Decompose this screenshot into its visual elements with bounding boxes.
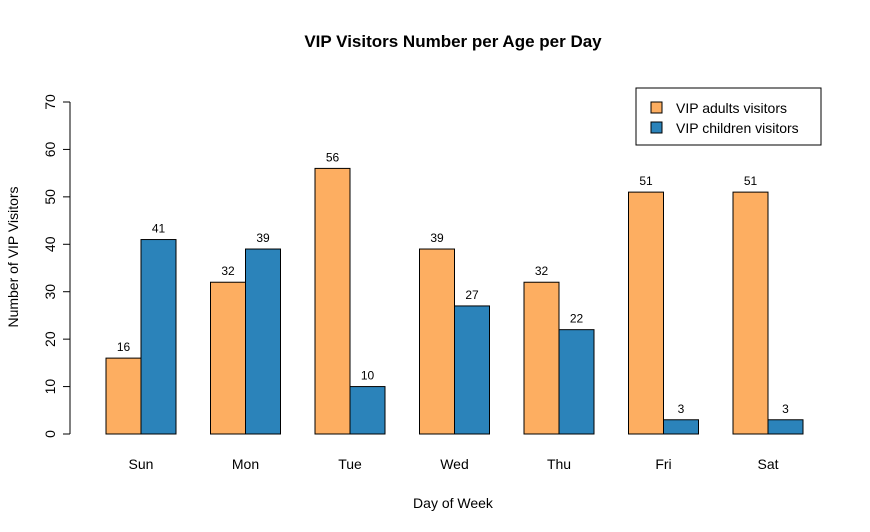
bars	[105, 167, 804, 435]
data-label: 3	[782, 402, 789, 416]
y-tick-label: 20	[42, 331, 58, 347]
legend: VIP adults visitors VIP children visitors	[635, 87, 822, 146]
data-label: 10	[361, 369, 375, 383]
x-tick-label: Fri	[655, 456, 671, 472]
data-label: 39	[430, 231, 444, 245]
bar-adults-wed	[419, 248, 455, 435]
legend-swatch	[650, 101, 663, 114]
chart-title: VIP Visitors Number per Age per Day	[304, 32, 602, 51]
data-label: 39	[256, 231, 270, 245]
x-tick-label: Sat	[757, 456, 778, 472]
bar-adults-mon	[210, 281, 246, 435]
bar-children-wed	[454, 305, 490, 435]
x-tick-label: Sun	[129, 456, 154, 472]
y-tick-label: 30	[42, 284, 58, 300]
x-tick-label: Mon	[232, 456, 259, 472]
y-tick-label: 60	[42, 141, 58, 157]
bar-children-mon	[245, 248, 281, 435]
legend-label: VIP adults visitors	[676, 100, 787, 116]
y-axis-label: Number of VIP Visitors	[5, 186, 21, 327]
bar-children-thu	[558, 329, 595, 435]
legend-label: VIP children visitors	[676, 120, 799, 136]
bar-adults-sun	[105, 357, 142, 435]
data-label: 32	[221, 264, 235, 278]
y-tick-label: 10	[42, 379, 58, 395]
bar-adults-tue	[314, 167, 351, 435]
bar-children-sat	[767, 419, 804, 435]
legend-box	[635, 87, 822, 146]
y-axis: 0 10 20 30 40 50 60 70	[42, 94, 71, 438]
bar-children-sun	[140, 239, 177, 435]
x-tick-label: Thu	[547, 456, 571, 472]
x-axis-label: Day of Week	[413, 495, 494, 511]
bar-adults-fri	[628, 191, 664, 435]
data-label: 22	[570, 312, 584, 326]
data-label: 3	[678, 402, 685, 416]
data-label: 51	[639, 174, 653, 188]
data-label: 16	[117, 340, 131, 354]
x-tick-labels: Sun Mon Tue Wed Thu Fri Sat	[129, 456, 779, 472]
x-tick-label: Tue	[338, 456, 362, 472]
y-tick-label: 70	[42, 94, 58, 110]
y-tick-label: 50	[42, 189, 58, 205]
legend-swatch	[650, 121, 663, 134]
y-tick-label: 0	[42, 430, 58, 438]
bar-adults-sat	[732, 191, 769, 435]
bar-children-fri	[663, 419, 699, 435]
data-label: 56	[326, 150, 340, 164]
data-label: 41	[152, 222, 166, 236]
y-tick-label: 40	[42, 236, 58, 252]
data-label: 27	[465, 288, 479, 302]
data-label: 51	[744, 174, 758, 188]
bar-children-tue	[349, 386, 386, 435]
data-label: 32	[535, 264, 549, 278]
x-tick-label: Wed	[440, 456, 469, 472]
bar-adults-thu	[523, 281, 560, 435]
data-labels: 16 41 32 39 56 10 39 27 32 22 51 3 51 3	[117, 150, 789, 415]
